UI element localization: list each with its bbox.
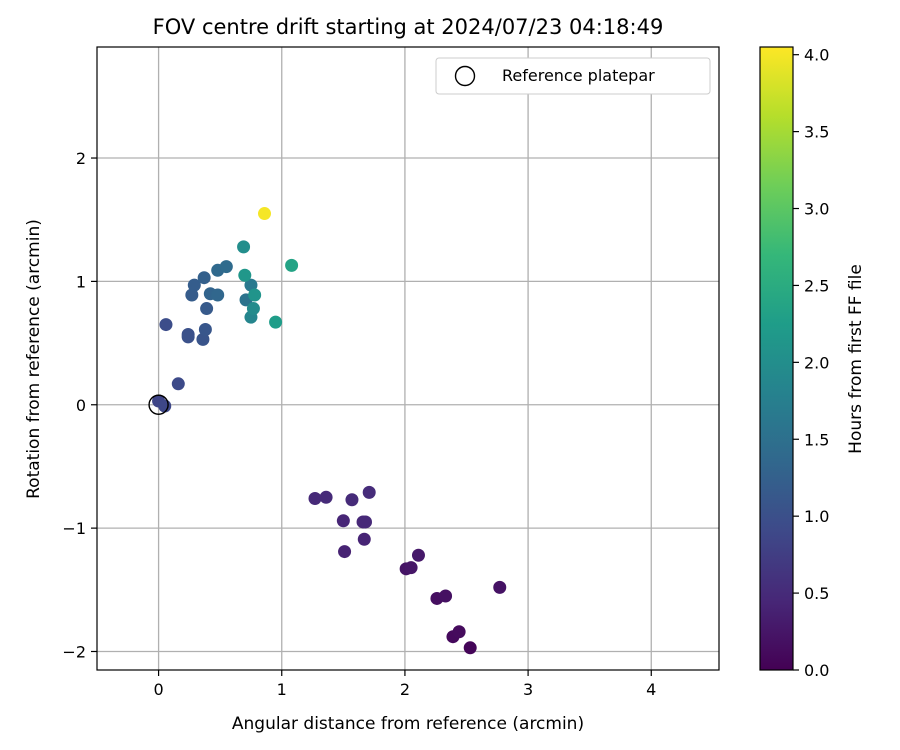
plot-ticks: 0 1 2 3 4 −2 −1 0 1 2	[62, 149, 656, 699]
y-tick-label: −2	[62, 642, 86, 661]
y-tick-label: 1	[76, 272, 86, 291]
y-axis-label: Rotation from reference (arcmin)	[24, 219, 44, 499]
x-tick-label: 2	[400, 680, 410, 699]
colorbar-tick-label: 3.5	[804, 123, 829, 142]
data-point	[248, 288, 262, 302]
data-point	[187, 278, 201, 292]
colorbar-tick-label: 0.5	[804, 584, 829, 603]
data-point	[357, 532, 371, 546]
colorbar-ticks: 0.0 0.5 1.0 1.5 2.0 2.5 3.0 3.5 4.0	[793, 46, 829, 680]
y-tick-label: 0	[76, 396, 86, 415]
data-point	[319, 490, 333, 504]
data-point	[336, 514, 350, 528]
plot-frame	[96, 46, 720, 671]
data-point	[285, 258, 299, 272]
plot-grid	[97, 47, 719, 670]
legend-label: Reference platepar	[502, 66, 655, 85]
legend-reference-marker	[454, 65, 476, 87]
x-axis-label: Angular distance from reference (arcmin)	[232, 714, 584, 734]
reference-platepar-marker	[148, 394, 169, 415]
data-point	[181, 330, 195, 344]
x-tick-label: 3	[523, 680, 533, 699]
colorbar-gradient	[759, 46, 794, 671]
data-point	[258, 207, 272, 221]
data-point	[185, 288, 199, 302]
data-point	[246, 302, 260, 316]
colorbar-tick-label: 1.5	[804, 430, 829, 449]
colorbar-tick-label: 2.0	[804, 353, 829, 372]
y-tick-label: −1	[62, 519, 86, 538]
plot-points	[152, 207, 507, 655]
data-point	[411, 548, 425, 562]
chart-title: FOV centre drift starting at 2024/07/23 …	[153, 15, 664, 39]
data-point	[200, 302, 214, 316]
data-point	[439, 589, 453, 603]
data-point	[219, 260, 233, 274]
colorbar-tick-label: 2.5	[804, 276, 829, 295]
data-point	[338, 545, 352, 559]
data-point	[359, 515, 373, 529]
data-point	[345, 493, 359, 507]
data-point	[452, 625, 466, 639]
colorbar-tick-label: 3.0	[804, 200, 829, 219]
data-point	[237, 240, 251, 254]
colorbar-tick-label: 0.0	[804, 661, 829, 680]
legend-box	[435, 57, 711, 95]
colorbar-tick-label: 1.0	[804, 507, 829, 526]
data-point	[269, 315, 283, 329]
data-point	[197, 271, 211, 285]
x-tick-label: 1	[277, 680, 287, 699]
data-point	[463, 641, 477, 655]
data-point	[171, 377, 185, 391]
data-point	[244, 278, 258, 292]
y-tick-label: 2	[76, 149, 86, 168]
x-tick-label: 0	[153, 680, 163, 699]
data-point	[362, 485, 376, 499]
x-tick-label: 4	[646, 680, 656, 699]
data-point	[493, 580, 507, 594]
data-point	[211, 288, 225, 302]
legend: Reference platepar	[435, 57, 711, 95]
reference-marker-layer	[148, 394, 169, 415]
data-point	[308, 492, 322, 506]
colorbar: 0.0 0.5 1.0 1.5 2.0 2.5 3.0 3.5 4.0 Hours from f…	[759, 46, 866, 680]
data-point	[198, 323, 212, 337]
data-point	[159, 318, 173, 332]
data-point	[196, 332, 210, 346]
colorbar-label: Hours from first FF file	[846, 264, 866, 454]
colorbar-tick-label: 4.0	[804, 46, 829, 65]
data-point	[404, 561, 418, 575]
data-point	[158, 399, 172, 413]
data-point	[238, 268, 252, 282]
